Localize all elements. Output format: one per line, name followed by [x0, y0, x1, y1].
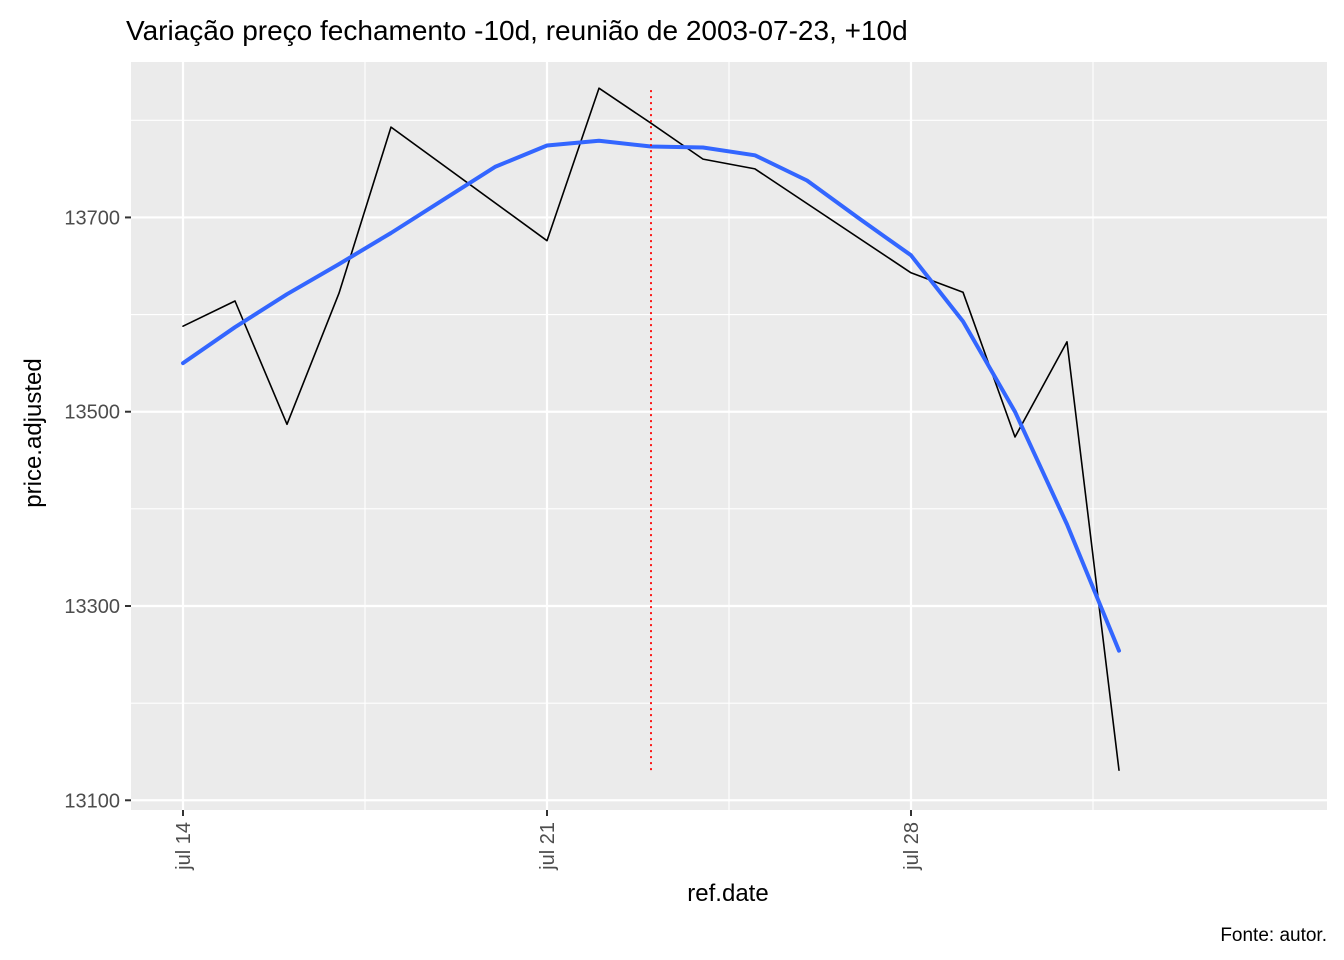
y-tick-label: 13100	[64, 790, 120, 812]
y-axis-title: price.adjusted	[20, 358, 47, 507]
x-tick-label: jul 14	[173, 822, 195, 871]
y-tick-labels: 13100 13300 13500 13700	[64, 207, 120, 812]
smooth-trend-line	[181, 138, 1121, 653]
x-axis-title: ref.date	[687, 880, 768, 907]
y-tick-label: 13700	[64, 207, 120, 229]
major-gridlines	[131, 62, 1327, 810]
x-tick-label: jul 28	[901, 822, 923, 871]
axis-ticks	[125, 216, 912, 816]
chart-title: Variação preço fechamento -10d, reunião …	[126, 15, 908, 46]
x-tick-label: jul 21	[537, 822, 559, 871]
price-series-line	[182, 87, 1120, 771]
caption: Fonte: autor.	[1220, 925, 1327, 946]
x-tick-labels: jul 14 jul 21 jul 28	[173, 822, 923, 871]
chart-marks	[181, 87, 1121, 771]
y-tick-label: 13500	[64, 402, 120, 424]
y-tick-label: 13300	[64, 596, 120, 618]
